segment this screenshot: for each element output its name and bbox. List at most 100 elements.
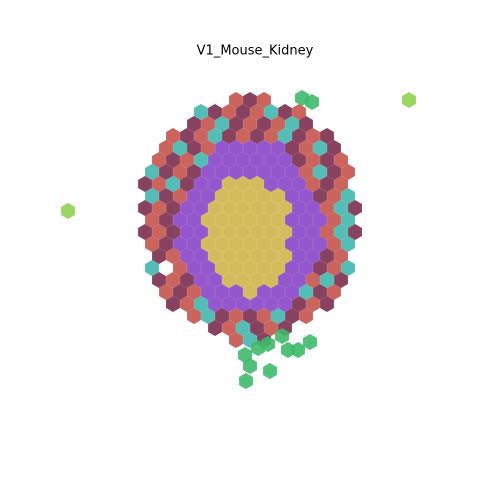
spot: [313, 164, 327, 180]
spot: [152, 224, 166, 240]
spot: [208, 320, 222, 336]
spot: [173, 188, 187, 204]
spot: [264, 320, 278, 336]
spot: [201, 188, 215, 204]
spot: [145, 260, 159, 276]
spot: [229, 284, 243, 300]
spot: [292, 176, 306, 192]
spot: [257, 236, 271, 252]
spot: [208, 152, 222, 168]
spot: [313, 188, 327, 204]
spot: [145, 188, 159, 204]
spot: [159, 188, 173, 204]
spot: [257, 284, 271, 300]
spot: [215, 212, 229, 228]
spot: [243, 358, 257, 374]
spot: [236, 152, 250, 168]
spot: [180, 296, 194, 312]
spot: [278, 200, 292, 216]
spot: [285, 116, 299, 132]
spot: [166, 152, 180, 168]
spot: [306, 224, 320, 240]
spot: [264, 272, 278, 288]
spot: [327, 260, 341, 276]
spot: [292, 128, 306, 144]
spot: [239, 373, 253, 389]
spot: [334, 200, 348, 216]
spot: [285, 284, 299, 300]
spot: [299, 140, 313, 156]
spot: [299, 236, 313, 252]
spot: [229, 332, 243, 348]
spot: [327, 140, 341, 156]
spot: [166, 176, 180, 192]
spot: [264, 152, 278, 168]
spot: [194, 248, 208, 264]
spot: [229, 236, 243, 252]
spot: [236, 272, 250, 288]
spot: [299, 188, 313, 204]
spot: [250, 152, 264, 168]
spot: [306, 152, 320, 168]
spot: [152, 176, 166, 192]
spot: [222, 224, 236, 240]
spot: [257, 116, 271, 132]
spot: [152, 272, 166, 288]
spot: [320, 152, 334, 168]
spot: [236, 224, 250, 240]
spot: [208, 296, 222, 312]
spot: [187, 188, 201, 204]
spot: [306, 296, 320, 312]
spot: [299, 212, 313, 228]
spot: [194, 152, 208, 168]
spot: [243, 236, 257, 252]
spot: [152, 152, 166, 168]
spot: [320, 296, 334, 312]
spot: [278, 152, 292, 168]
spot: [299, 284, 313, 300]
spot: [285, 260, 299, 276]
spot: [208, 200, 222, 216]
spot: [327, 164, 341, 180]
spot: [292, 224, 306, 240]
spot: [402, 92, 416, 108]
spot: [320, 176, 334, 192]
spot: [278, 224, 292, 240]
spot: [264, 248, 278, 264]
spot: [152, 200, 166, 216]
spot: [229, 140, 243, 156]
spot: [138, 200, 152, 216]
spot: [222, 320, 236, 336]
spot: [271, 116, 285, 132]
spot: [299, 116, 313, 132]
spot: [166, 200, 180, 216]
spot: [166, 296, 180, 312]
spot: [292, 152, 306, 168]
spot: [285, 236, 299, 252]
spot: [271, 308, 285, 324]
spot: [229, 92, 243, 108]
spot: [264, 104, 278, 120]
spot: [257, 164, 271, 180]
spot: [341, 164, 355, 180]
spot: [250, 224, 264, 240]
spot: [173, 260, 187, 276]
spot: [138, 176, 152, 192]
spot: [250, 104, 264, 120]
spot: [215, 236, 229, 252]
spot: [187, 284, 201, 300]
spot: [201, 140, 215, 156]
spot: [194, 128, 208, 144]
spot: [201, 212, 215, 228]
spot: [173, 284, 187, 300]
chart-title: V1_Mouse_Kidney: [197, 44, 314, 59]
spot: [222, 200, 236, 216]
spot: [159, 164, 173, 180]
spot: [278, 272, 292, 288]
spot: [166, 128, 180, 144]
spot: [250, 176, 264, 192]
spot: [275, 328, 289, 344]
spot: [278, 104, 292, 120]
spot: [250, 296, 264, 312]
spot: [187, 236, 201, 252]
